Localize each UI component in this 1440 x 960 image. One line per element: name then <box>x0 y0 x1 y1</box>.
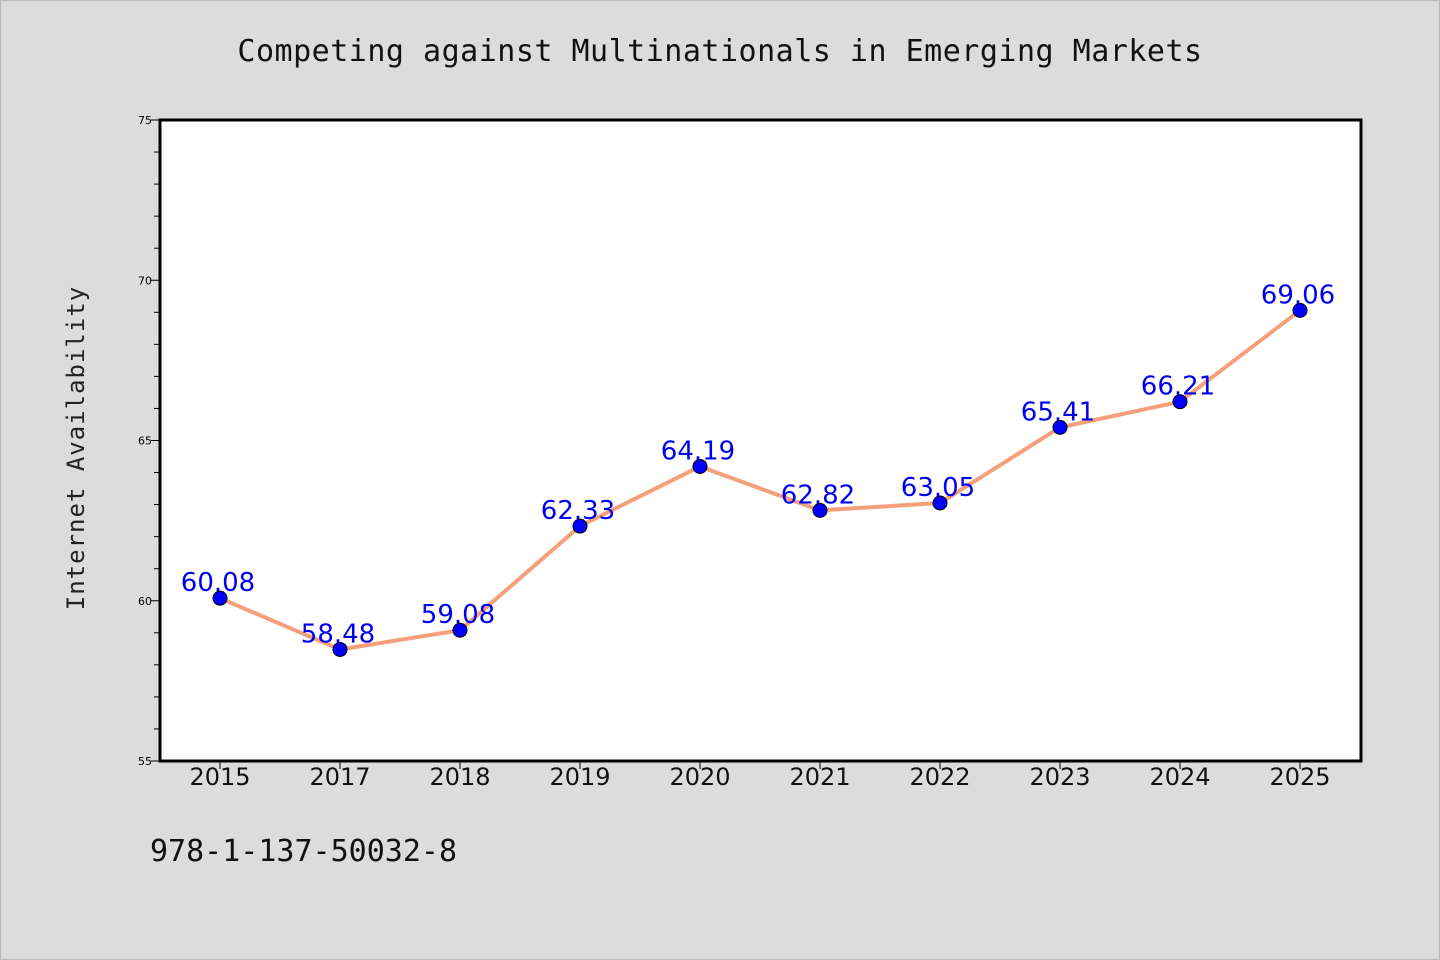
data-point <box>212 590 228 606</box>
data-labels: 60.08 58.48 59.08 62.33 64.19 62.82 63.05 65.41… <box>181 280 1335 649</box>
data-point <box>1172 394 1188 410</box>
y-axis-ticks: 55 60 65 70 75 <box>138 114 160 768</box>
y-tick-label: 75 <box>138 114 152 127</box>
data-markers <box>212 302 1308 657</box>
data-label: 64.19 <box>661 436 735 466</box>
y-tick-label: 65 <box>138 435 152 448</box>
y-tick-label: 60 <box>138 595 152 608</box>
data-label: 62.33 <box>541 496 615 526</box>
series-line <box>218 308 1302 652</box>
data-point <box>572 518 588 534</box>
series-line-group <box>218 308 1302 652</box>
data-label: 58.48 <box>301 619 375 649</box>
x-tick-label: 2021 <box>789 763 850 791</box>
x-tick-label: 2017 <box>309 763 370 791</box>
x-tick-label: 2019 <box>549 763 610 791</box>
x-tick-label: 2020 <box>669 763 730 791</box>
data-point <box>692 458 708 474</box>
plot-area <box>158 118 1363 763</box>
chart-title: Competing against Multinationals in Emer… <box>237 34 1203 69</box>
data-point <box>932 495 948 511</box>
isbn-text: 978-1-137-50032-8 <box>150 834 458 869</box>
data-point <box>452 622 468 638</box>
data-label: 65.41 <box>1021 397 1095 427</box>
x-axis-ticks: 2015 2017 2018 2019 2020 2021 2022 2023 2024 2025 <box>189 761 1331 791</box>
x-tick-label: 2024 <box>1149 763 1210 791</box>
x-tick-label: 2025 <box>1269 763 1330 791</box>
x-tick-label: 2015 <box>189 763 250 791</box>
data-label: 63.05 <box>901 473 975 503</box>
data-point <box>332 641 348 657</box>
y-tick-label: 55 <box>138 755 152 768</box>
data-label: 59.08 <box>421 600 495 630</box>
data-point <box>1292 302 1308 318</box>
data-label: 62.82 <box>781 480 855 510</box>
data-point <box>812 502 828 518</box>
data-label: 66.21 <box>1141 372 1215 402</box>
x-tick-label: 2023 <box>1029 763 1090 791</box>
data-label: 69.06 <box>1261 280 1335 310</box>
x-tick-label: 2018 <box>429 763 490 791</box>
y-tick-label: 70 <box>138 274 152 287</box>
data-point <box>1052 419 1068 435</box>
data-label: 60.08 <box>181 568 255 598</box>
x-tick-label: 2022 <box>909 763 970 791</box>
